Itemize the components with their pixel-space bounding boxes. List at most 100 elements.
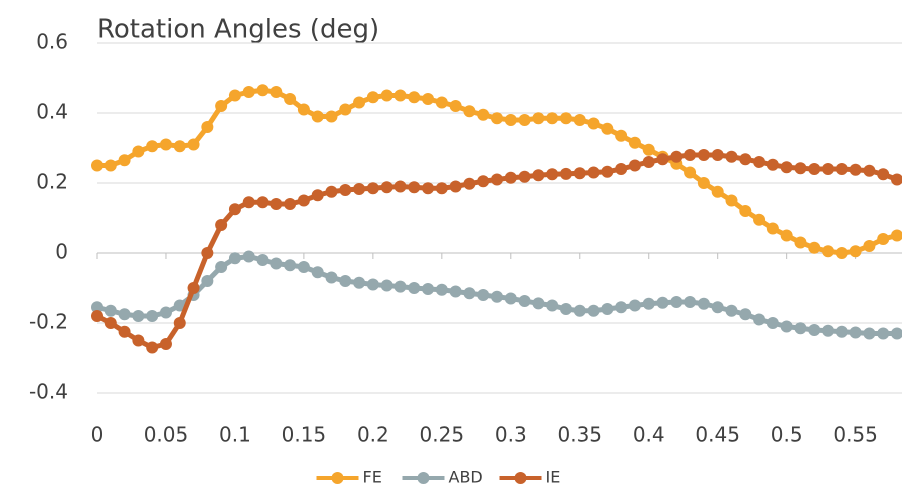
point bbox=[118, 154, 131, 167]
point bbox=[587, 166, 600, 179]
point bbox=[642, 156, 655, 168]
point bbox=[491, 290, 503, 303]
point bbox=[311, 110, 324, 123]
x-tick-label: 0.55 bbox=[833, 423, 878, 447]
point bbox=[201, 275, 214, 287]
point bbox=[201, 121, 214, 133]
point bbox=[877, 233, 890, 245]
point bbox=[780, 161, 793, 174]
point bbox=[587, 304, 600, 317]
series bbox=[91, 250, 902, 340]
point bbox=[187, 138, 200, 151]
point bbox=[877, 327, 890, 340]
point bbox=[766, 222, 779, 235]
point bbox=[849, 326, 862, 339]
point bbox=[339, 275, 352, 287]
legend-label: ABD bbox=[449, 468, 483, 487]
point bbox=[228, 89, 241, 102]
point bbox=[559, 303, 572, 315]
point bbox=[601, 165, 614, 178]
point bbox=[725, 304, 738, 317]
point bbox=[504, 114, 517, 126]
point bbox=[173, 317, 186, 329]
point bbox=[546, 168, 559, 181]
point bbox=[559, 167, 572, 180]
point bbox=[256, 196, 269, 209]
point bbox=[159, 338, 172, 350]
chart-title: Rotation Angles (deg) bbox=[97, 15, 379, 45]
point bbox=[628, 299, 641, 312]
point bbox=[891, 327, 902, 340]
point bbox=[518, 114, 531, 126]
point bbox=[822, 163, 835, 175]
point bbox=[159, 138, 172, 151]
point bbox=[311, 266, 324, 279]
point bbox=[215, 261, 228, 273]
point bbox=[366, 278, 379, 291]
point bbox=[697, 177, 710, 189]
point bbox=[104, 304, 117, 317]
point bbox=[739, 153, 752, 166]
point bbox=[380, 181, 393, 194]
point bbox=[325, 110, 338, 123]
point bbox=[697, 149, 710, 161]
point bbox=[118, 308, 131, 321]
point bbox=[863, 240, 876, 252]
point bbox=[794, 322, 807, 335]
point bbox=[573, 114, 586, 126]
series bbox=[91, 149, 902, 354]
point bbox=[739, 308, 752, 321]
x-tick-label: 0.2 bbox=[357, 423, 389, 447]
point bbox=[835, 163, 848, 175]
point bbox=[422, 93, 435, 105]
point bbox=[366, 182, 379, 195]
point bbox=[297, 194, 310, 207]
legend-marker bbox=[331, 472, 344, 484]
point bbox=[353, 96, 366, 109]
y-tick-label: -0.2 bbox=[29, 310, 68, 334]
point bbox=[822, 245, 835, 258]
y-tick-label: 0.6 bbox=[36, 30, 68, 54]
point bbox=[559, 112, 572, 125]
point bbox=[297, 103, 310, 116]
point bbox=[532, 112, 545, 125]
point bbox=[435, 96, 448, 109]
legend-marker bbox=[417, 472, 430, 484]
point bbox=[394, 280, 407, 293]
point bbox=[201, 247, 214, 259]
point bbox=[753, 156, 766, 168]
point bbox=[463, 177, 476, 190]
point bbox=[601, 303, 614, 315]
point bbox=[132, 310, 145, 322]
point bbox=[256, 254, 269, 266]
point bbox=[794, 162, 807, 175]
point bbox=[573, 304, 586, 317]
point bbox=[104, 317, 117, 329]
point bbox=[891, 229, 902, 242]
point bbox=[380, 89, 393, 102]
point bbox=[518, 294, 531, 307]
point bbox=[270, 198, 283, 210]
point bbox=[863, 164, 876, 177]
point bbox=[132, 145, 145, 158]
point bbox=[491, 173, 503, 186]
point bbox=[284, 93, 297, 105]
point bbox=[132, 334, 145, 347]
point bbox=[849, 163, 862, 176]
point bbox=[215, 100, 228, 112]
point bbox=[808, 324, 821, 336]
point bbox=[684, 149, 697, 161]
legend-label: FE bbox=[363, 468, 382, 487]
point bbox=[477, 108, 490, 121]
point bbox=[380, 279, 393, 292]
x-tick-label: 0.3 bbox=[495, 423, 527, 447]
point bbox=[642, 143, 655, 156]
y-tick-label: 0 bbox=[55, 240, 68, 264]
point bbox=[422, 283, 435, 296]
x-tick-label: 0.45 bbox=[695, 423, 740, 447]
point bbox=[118, 325, 131, 338]
point bbox=[546, 299, 559, 312]
point bbox=[670, 296, 683, 308]
point bbox=[615, 301, 628, 314]
